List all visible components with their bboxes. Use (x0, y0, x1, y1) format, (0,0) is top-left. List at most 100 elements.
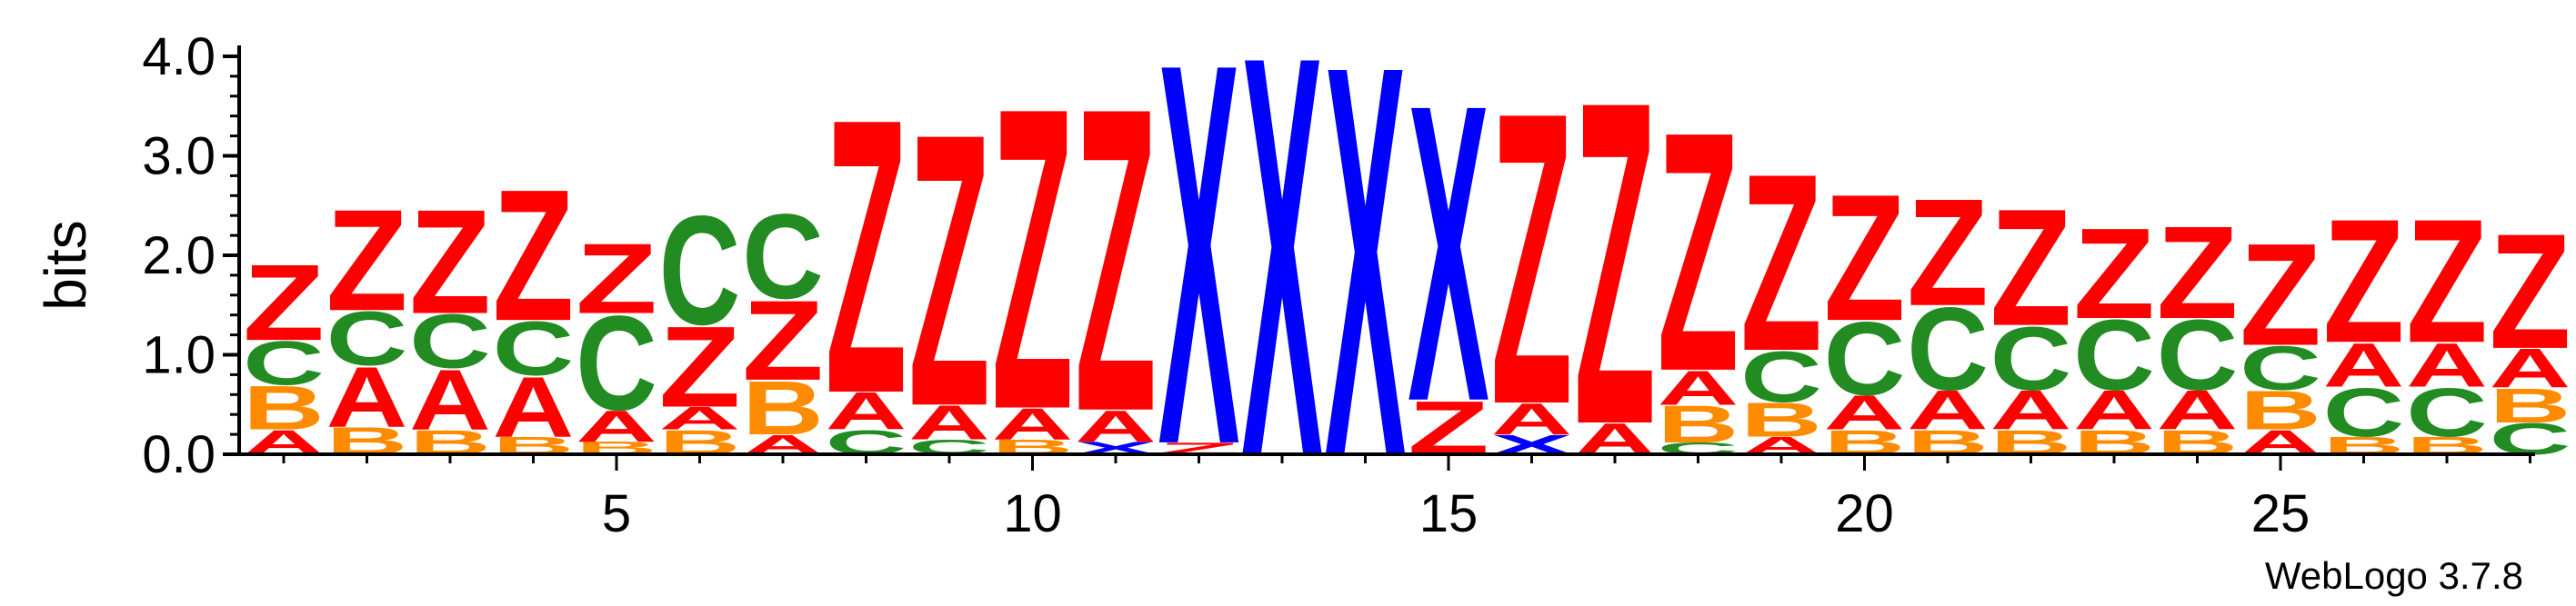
letter-z: Z (2157, 199, 2239, 346)
letter-b: B (243, 373, 325, 443)
y-tick-label: 4.0 (142, 27, 216, 86)
letter-column: BAZ (992, 18, 1074, 500)
letter-c: C (2073, 299, 2155, 411)
letter-a: A (326, 349, 408, 445)
letter-b: B (2240, 379, 2321, 442)
letter-a: A (1658, 361, 1739, 415)
x-tick-label: 15 (1419, 484, 1478, 543)
letter-z: Z (493, 150, 575, 360)
letter-z: Z (2490, 199, 2571, 382)
letter-z: Z (1990, 175, 2072, 361)
letter-x: X (1158, 0, 1240, 559)
letter-z: Z (742, 276, 824, 404)
letter-c: C (1824, 302, 1906, 418)
letter-b: B (2490, 379, 2571, 433)
letter-z: Z (326, 180, 408, 342)
letter-column: CAZ (826, 37, 907, 475)
letter-column: XAZ (1491, 27, 1573, 492)
letter-c: C (2157, 299, 2239, 411)
letter-column: X (1325, 0, 1407, 573)
x-tick-label: 5 (602, 484, 631, 543)
letter-column: AZ (1574, 6, 1656, 522)
x-tick-label: 25 (2251, 484, 2310, 543)
letter-b: B (1658, 394, 1739, 453)
letter-z: Z (409, 178, 491, 344)
letter-z: Z (576, 224, 657, 334)
letter-a: A (1990, 379, 2072, 442)
letter-z: Z (1574, 6, 1656, 522)
y-tick-label: 0.0 (142, 425, 216, 484)
axes: 0.0 1.0 2.0 3.0 4.0 5 10 15 20 25 (142, 27, 2535, 543)
letter-c: C (243, 329, 325, 399)
letter-b: B (742, 366, 824, 452)
letter-a: A (2490, 337, 2571, 400)
letter-z: Z (2240, 213, 2321, 376)
letter-a: A (1907, 379, 1989, 442)
letter-z: Z (2406, 183, 2488, 380)
letter-x: X (1241, 0, 1323, 576)
letter-c: C (2323, 373, 2405, 451)
letter-a: A (1824, 385, 1906, 440)
letter-a: A (493, 359, 575, 455)
letter-z: Z (1907, 167, 1989, 338)
letter-c: C (742, 190, 824, 324)
letter-column: XAZ (1075, 16, 1157, 502)
letter-x: X (1325, 0, 1407, 573)
letter-z: Z (826, 37, 907, 475)
letter-a: A (826, 382, 907, 441)
letter-column: ZX (1158, 0, 1240, 559)
version-label: WebLogo 3.7.8 (2265, 554, 2523, 597)
letter-a: A (1491, 394, 1573, 443)
x-tick-label: 20 (1835, 484, 1894, 543)
letter-z: Z (243, 243, 325, 363)
letter-z: Z (1740, 123, 1822, 404)
letter-a: A (2406, 331, 2488, 401)
letter-z: Z (1491, 27, 1573, 492)
letter-c: C (409, 299, 491, 384)
letter-c: C (659, 184, 741, 357)
letter-z: Z (992, 18, 1074, 500)
letter-z: Z (908, 52, 990, 487)
x-tick-label: 10 (1003, 484, 1062, 543)
letter-c: C (493, 306, 575, 392)
letter-a: A (576, 402, 657, 451)
letter-a: A (2157, 379, 2239, 442)
letter-z: Z (2323, 183, 2405, 380)
letter-column: ZX (1408, 15, 1489, 490)
letter-c: C (1990, 308, 2072, 409)
letter-a: A (2323, 331, 2405, 401)
letter-z: Z (659, 303, 741, 432)
letter-c: C (326, 296, 408, 382)
letter-c: C (1740, 337, 1822, 417)
y-axis-label: bits (33, 220, 98, 311)
letter-a: A (908, 395, 990, 450)
y-tick-label: 1.0 (142, 326, 216, 385)
x-ticks: 5 10 15 20 25 (282, 454, 2531, 543)
letter-c: C (576, 287, 657, 438)
letter-c: C (1907, 283, 1989, 414)
letter-b: B (1740, 392, 1822, 447)
letter-x: X (1408, 15, 1489, 490)
letter-z: Z (2073, 201, 2155, 345)
letter-a: A (1075, 402, 1157, 451)
letter-column: X (1241, 0, 1323, 576)
